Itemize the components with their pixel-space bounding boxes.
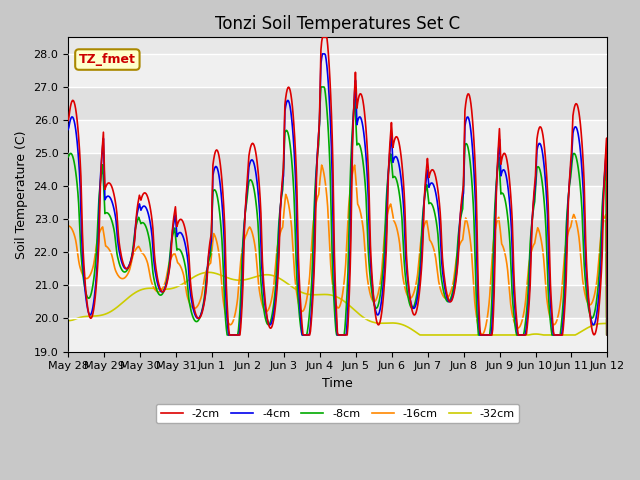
-8cm <box>420 196 428 202</box>
Bar <box>68 153 607 186</box>
-16cm <box>404 294 412 300</box>
-16cm <box>604 332 611 338</box>
Title: Tonzi Soil Temperatures Set C: Tonzi Soil Temperatures Set C <box>215 15 460 33</box>
-32cm <box>74 315 82 321</box>
Bar <box>68 286 607 318</box>
-2cm <box>129 247 137 252</box>
-32cm <box>404 324 412 330</box>
-2cm <box>213 147 221 153</box>
-2cm <box>604 332 611 338</box>
-32cm <box>129 291 137 297</box>
-2cm <box>405 283 413 288</box>
-16cm <box>64 223 72 229</box>
-2cm <box>184 245 192 251</box>
X-axis label: Time: Time <box>323 377 353 390</box>
-8cm <box>74 190 82 196</box>
-2cm <box>319 35 326 40</box>
-32cm <box>64 318 72 324</box>
Bar <box>68 318 607 351</box>
-2cm <box>420 194 428 200</box>
-8cm <box>213 191 221 197</box>
-8cm <box>405 297 413 303</box>
-4cm <box>184 261 192 267</box>
-32cm <box>417 332 424 338</box>
-16cm <box>129 252 137 257</box>
-8cm <box>184 289 192 295</box>
-16cm <box>213 239 221 244</box>
-4cm <box>225 332 232 338</box>
Line: -8cm: -8cm <box>68 87 607 335</box>
-16cm <box>603 332 611 338</box>
-32cm <box>420 332 428 338</box>
-4cm <box>74 147 82 153</box>
Bar <box>68 54 607 87</box>
-32cm <box>205 269 212 275</box>
-4cm <box>213 164 221 170</box>
Bar <box>68 186 607 219</box>
-16cm <box>184 296 192 302</box>
Bar <box>68 219 607 252</box>
-4cm <box>129 245 137 251</box>
-32cm <box>604 321 611 326</box>
Bar <box>68 252 607 286</box>
-2cm <box>74 125 82 131</box>
Line: -2cm: -2cm <box>68 37 607 335</box>
-4cm <box>319 51 326 57</box>
-16cm <box>420 224 428 230</box>
Legend: -2cm, -4cm, -8cm, -16cm, -32cm: -2cm, -4cm, -8cm, -16cm, -32cm <box>156 404 520 423</box>
Y-axis label: Soil Temperature (C): Soil Temperature (C) <box>15 130 28 259</box>
-4cm <box>405 287 413 292</box>
-16cm <box>351 162 358 168</box>
-4cm <box>64 127 72 132</box>
Line: -4cm: -4cm <box>68 54 607 335</box>
-8cm <box>317 84 324 90</box>
-16cm <box>74 252 82 258</box>
-32cm <box>214 271 221 277</box>
-8cm <box>604 332 611 338</box>
Line: -16cm: -16cm <box>68 165 607 335</box>
Text: TZ_fmet: TZ_fmet <box>79 53 136 66</box>
Bar <box>68 87 607 120</box>
Bar <box>68 120 607 153</box>
-4cm <box>420 195 428 201</box>
-8cm <box>223 332 231 338</box>
-8cm <box>129 241 137 247</box>
-4cm <box>604 332 611 338</box>
-8cm <box>64 154 72 160</box>
-2cm <box>225 332 233 338</box>
-32cm <box>184 277 192 283</box>
-2cm <box>64 118 72 123</box>
Line: -32cm: -32cm <box>68 272 607 335</box>
